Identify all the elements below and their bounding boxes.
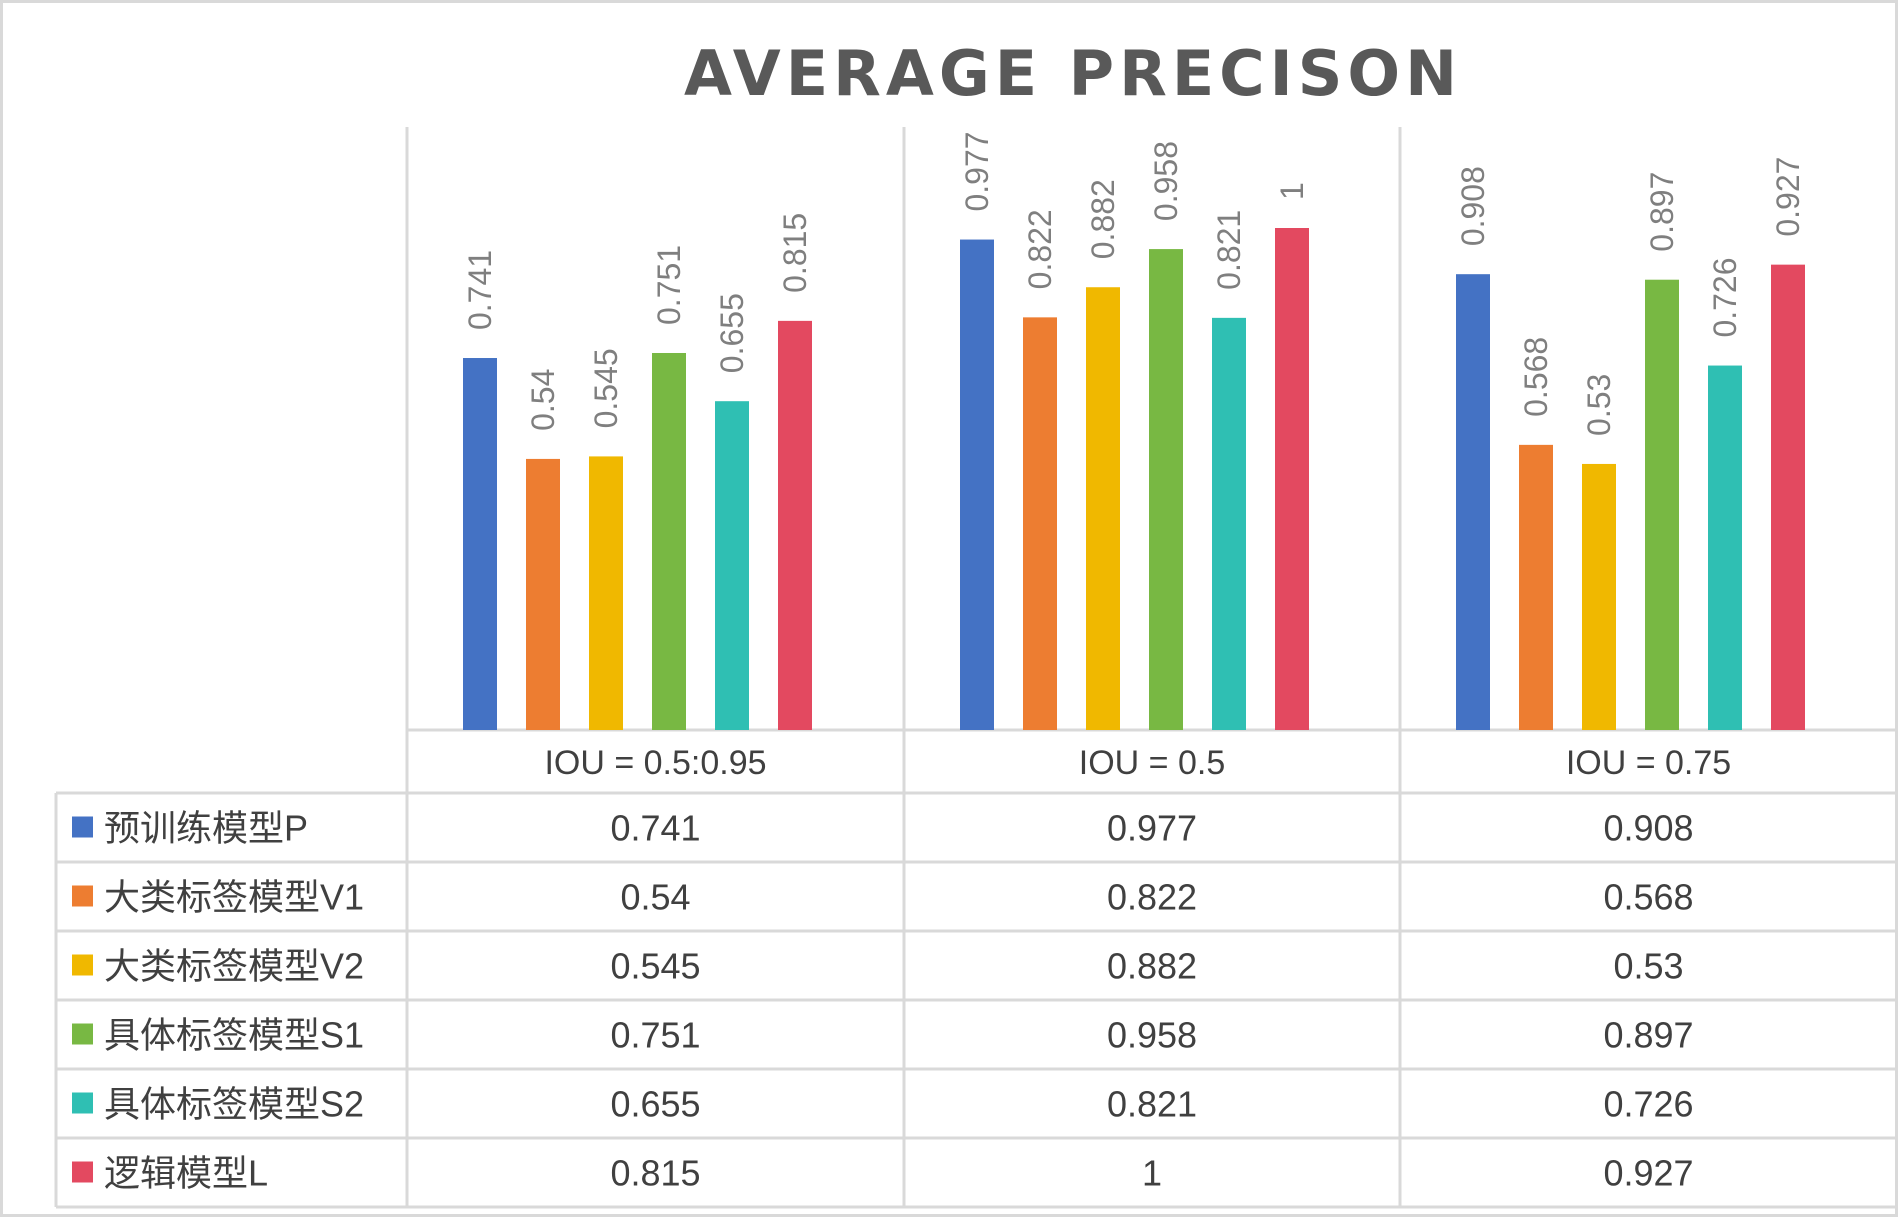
data-label: 0.741 <box>462 250 498 330</box>
bar <box>463 358 497 730</box>
table-cell: 0.568 <box>1603 877 1693 918</box>
table-cell: 0.54 <box>620 877 690 918</box>
data-label: 0.908 <box>1455 166 1491 246</box>
table-cell: 0.821 <box>1107 1084 1197 1125</box>
bar <box>1086 287 1120 730</box>
table-cell: 0.655 <box>610 1084 700 1125</box>
data-table: IOU = 0.5:0.95 IOU = 0.5 IOU = 0.75 预训练模型P 0… <box>72 744 1731 1194</box>
legend-key <box>72 1023 93 1045</box>
table-cell: 0.958 <box>1107 1015 1197 1056</box>
data-label: 0.655 <box>714 293 750 373</box>
table-cell: 0.897 <box>1603 1015 1693 1056</box>
table-cell: 0.927 <box>1603 1153 1693 1194</box>
bar <box>1582 463 1616 730</box>
bar <box>1023 317 1057 730</box>
bar <box>1645 279 1679 730</box>
data-label: 0.751 <box>651 245 687 325</box>
table-cell: 0.545 <box>610 946 700 987</box>
series-name: 逻辑模型L <box>104 1153 268 1194</box>
bar <box>1519 444 1553 730</box>
bar <box>960 239 994 730</box>
bar <box>1456 274 1490 730</box>
bar <box>778 320 812 730</box>
data-label: 0.977 <box>959 131 995 211</box>
data-labels-group: 0.741 0.977 0.908 0.54 0.822 0.568 0.545 0.882 0… <box>462 131 1806 435</box>
bar <box>1212 317 1246 730</box>
bar <box>1149 249 1183 731</box>
data-label: 0.822 <box>1022 209 1058 289</box>
bar <box>526 458 560 730</box>
legend-key <box>72 954 93 976</box>
data-label: 0.815 <box>777 213 813 293</box>
table-cell: 0.908 <box>1603 808 1693 849</box>
bar <box>715 401 749 730</box>
table-cell: 0.53 <box>1613 946 1683 987</box>
table-cell: 0.726 <box>1603 1084 1693 1125</box>
table-grid-lines <box>54 127 1898 1209</box>
bar <box>589 456 623 730</box>
data-label: 0.958 <box>1148 141 1184 221</box>
table-cell: 0.815 <box>610 1153 700 1194</box>
series-name: 大类标签模型V1 <box>104 877 364 918</box>
chart-title: AVERAGE PRECISON <box>684 37 1462 110</box>
legend-key <box>72 885 93 907</box>
data-label: 1 <box>1274 182 1310 200</box>
table-cell: 0.751 <box>610 1015 700 1056</box>
series-name: 具体标签模型S1 <box>104 1015 364 1056</box>
series-name: 预训练模型P <box>104 808 308 849</box>
data-label: 0.821 <box>1211 210 1247 290</box>
data-label: 0.54 <box>525 369 561 431</box>
category-label: IOU = 0.75 <box>1566 744 1731 782</box>
bar <box>1708 365 1742 730</box>
bar <box>652 352 686 730</box>
data-label: 0.897 <box>1644 172 1680 252</box>
bar-series-group <box>463 228 1805 731</box>
data-label: 0.53 <box>1581 374 1617 436</box>
bar <box>1771 264 1805 730</box>
data-label: 0.726 <box>1707 257 1743 337</box>
category-label: IOU = 0.5 <box>1079 744 1225 782</box>
data-label: 0.882 <box>1085 179 1121 259</box>
data-label: 0.927 <box>1770 157 1806 237</box>
data-label: 0.545 <box>588 348 624 428</box>
series-name: 具体标签模型S2 <box>104 1084 364 1125</box>
legend-key <box>72 816 93 838</box>
table-cell: 0.822 <box>1107 877 1197 918</box>
table-cell: 0.882 <box>1107 946 1197 987</box>
data-label: 0.568 <box>1518 337 1554 417</box>
legend-key <box>72 1092 93 1114</box>
table-cell: 0.741 <box>610 808 700 849</box>
series-name: 大类标签模型V2 <box>104 946 364 987</box>
table-cell: 1 <box>1142 1153 1162 1194</box>
legend-key <box>72 1161 93 1183</box>
category-label: IOU = 0.5:0.95 <box>544 744 766 782</box>
table-cell: 0.977 <box>1107 808 1197 849</box>
bar <box>1275 228 1309 730</box>
